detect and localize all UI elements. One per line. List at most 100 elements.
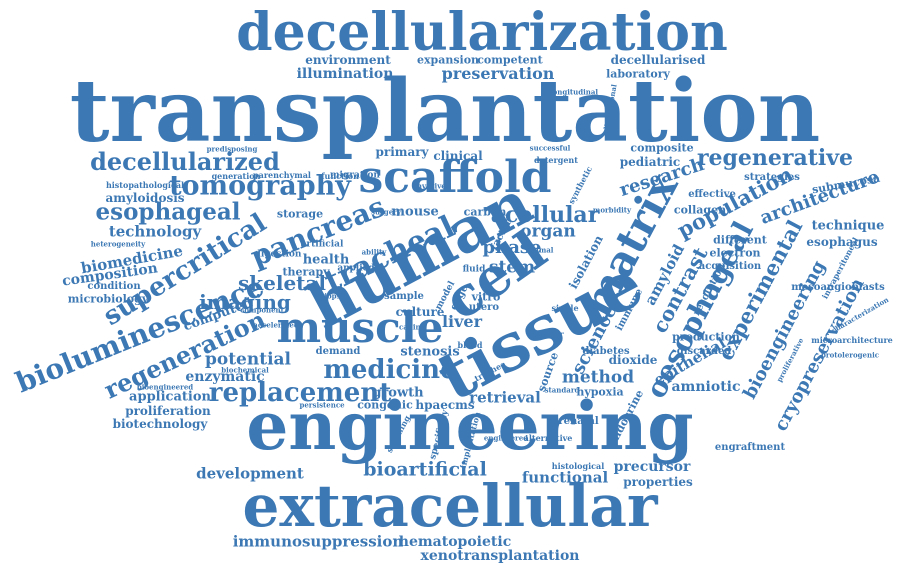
word: microarchitecture — [811, 335, 893, 345]
word: standard — [544, 385, 580, 395]
word: collagen — [673, 203, 727, 217]
word: technology — [108, 222, 202, 241]
word: stenosis — [400, 344, 460, 360]
word: illumination — [296, 66, 394, 82]
word: decellularization — [236, 2, 728, 63]
word: liver — [441, 312, 483, 331]
word: mouse — [391, 204, 439, 220]
word: electron — [709, 246, 761, 260]
word: primary — [375, 145, 429, 159]
word: prenatal — [551, 416, 599, 427]
word: therapy — [282, 265, 330, 279]
word: condition — [87, 281, 141, 292]
word: acquisition — [698, 261, 762, 272]
word: application — [129, 389, 211, 405]
word: competent — [477, 53, 543, 67]
word: bioengineered — [136, 382, 194, 392]
word: imaging — [199, 290, 291, 314]
word: skeletal — [238, 271, 326, 295]
word: congenic — [357, 398, 413, 412]
word: tomography — [169, 170, 351, 202]
word: potential — [204, 349, 292, 370]
word: mesoangioblasts — [791, 282, 885, 293]
word: immunosuppression — [232, 532, 404, 551]
word: blood — [457, 340, 483, 350]
word: synthetic — [565, 164, 595, 206]
word: amyloidosis — [105, 191, 185, 205]
word: successful — [529, 143, 571, 153]
word: strategies — [744, 172, 800, 183]
word: technique — [811, 218, 885, 234]
word: generation — [211, 171, 261, 181]
word: vitro — [471, 290, 501, 304]
word: parenchymal — [253, 170, 311, 180]
word: environment — [305, 53, 391, 67]
word: engineered — [483, 433, 529, 443]
word: biotechnology — [112, 417, 208, 431]
word: esophagus — [806, 235, 878, 249]
word: animal — [526, 245, 554, 255]
word: digestion — [254, 249, 302, 260]
word: predisposing — [206, 144, 258, 154]
word: engineering — [246, 387, 694, 465]
word: engraftment — [714, 442, 786, 453]
word: development — [196, 464, 304, 483]
word: function — [321, 171, 359, 181]
word: health — [302, 252, 350, 268]
word: discarded — [676, 346, 732, 357]
word: surgery — [371, 207, 401, 217]
word: pediatric — [619, 155, 681, 169]
word: protolerogenic — [821, 350, 879, 360]
word: histological — [551, 461, 605, 471]
word: demand — [315, 346, 361, 357]
word: replacement — [208, 378, 392, 408]
word: retrieval — [469, 388, 541, 407]
word: muscle — [276, 303, 444, 352]
word: migration — [330, 170, 380, 181]
word: dioxide — [608, 353, 658, 367]
word: clinical — [433, 149, 483, 163]
word: effective — [688, 189, 736, 200]
word: bioartificial — [363, 458, 487, 481]
word: properties — [623, 475, 693, 489]
word: transplantation — [69, 61, 821, 162]
word: sample — [384, 291, 424, 302]
word: xenotransplantation — [420, 548, 580, 564]
word: detergent — [534, 155, 578, 165]
word: regenerative — [696, 145, 854, 171]
word: composite — [630, 141, 694, 155]
word: growth — [372, 385, 424, 401]
word: component — [240, 305, 284, 315]
word: fluid — [462, 264, 486, 275]
word: stem — [488, 257, 536, 278]
word: phase — [482, 237, 542, 258]
word: preservation — [441, 64, 555, 83]
word: enzymatic — [185, 369, 265, 385]
word: carbon — [463, 205, 507, 219]
word: hypoxia — [576, 385, 624, 399]
word: organ — [520, 221, 576, 242]
word: ability — [361, 247, 387, 257]
word: accelerated — [253, 320, 299, 330]
word: utero — [468, 302, 500, 313]
word: esophageal — [95, 198, 241, 226]
word: proliferation — [125, 404, 211, 418]
word: production — [672, 330, 740, 344]
word: hematopoietic — [398, 534, 512, 550]
word: single — [551, 303, 579, 313]
word: laboratory — [606, 67, 670, 81]
word: persistence — [299, 400, 345, 410]
word: method — [561, 367, 635, 388]
word: alternative — [523, 433, 573, 443]
word: culture — [395, 305, 445, 319]
word: expansion — [416, 53, 480, 67]
word: heterogeneity — [90, 239, 146, 249]
word: medicine — [323, 355, 457, 385]
word: functional — [521, 468, 609, 487]
word: decellularized — [90, 147, 280, 176]
word: acellular — [490, 202, 600, 228]
word: artificial — [300, 239, 344, 250]
word: precursor — [613, 459, 691, 475]
word: invasive — [414, 181, 446, 191]
word: morbidity — [592, 205, 632, 215]
